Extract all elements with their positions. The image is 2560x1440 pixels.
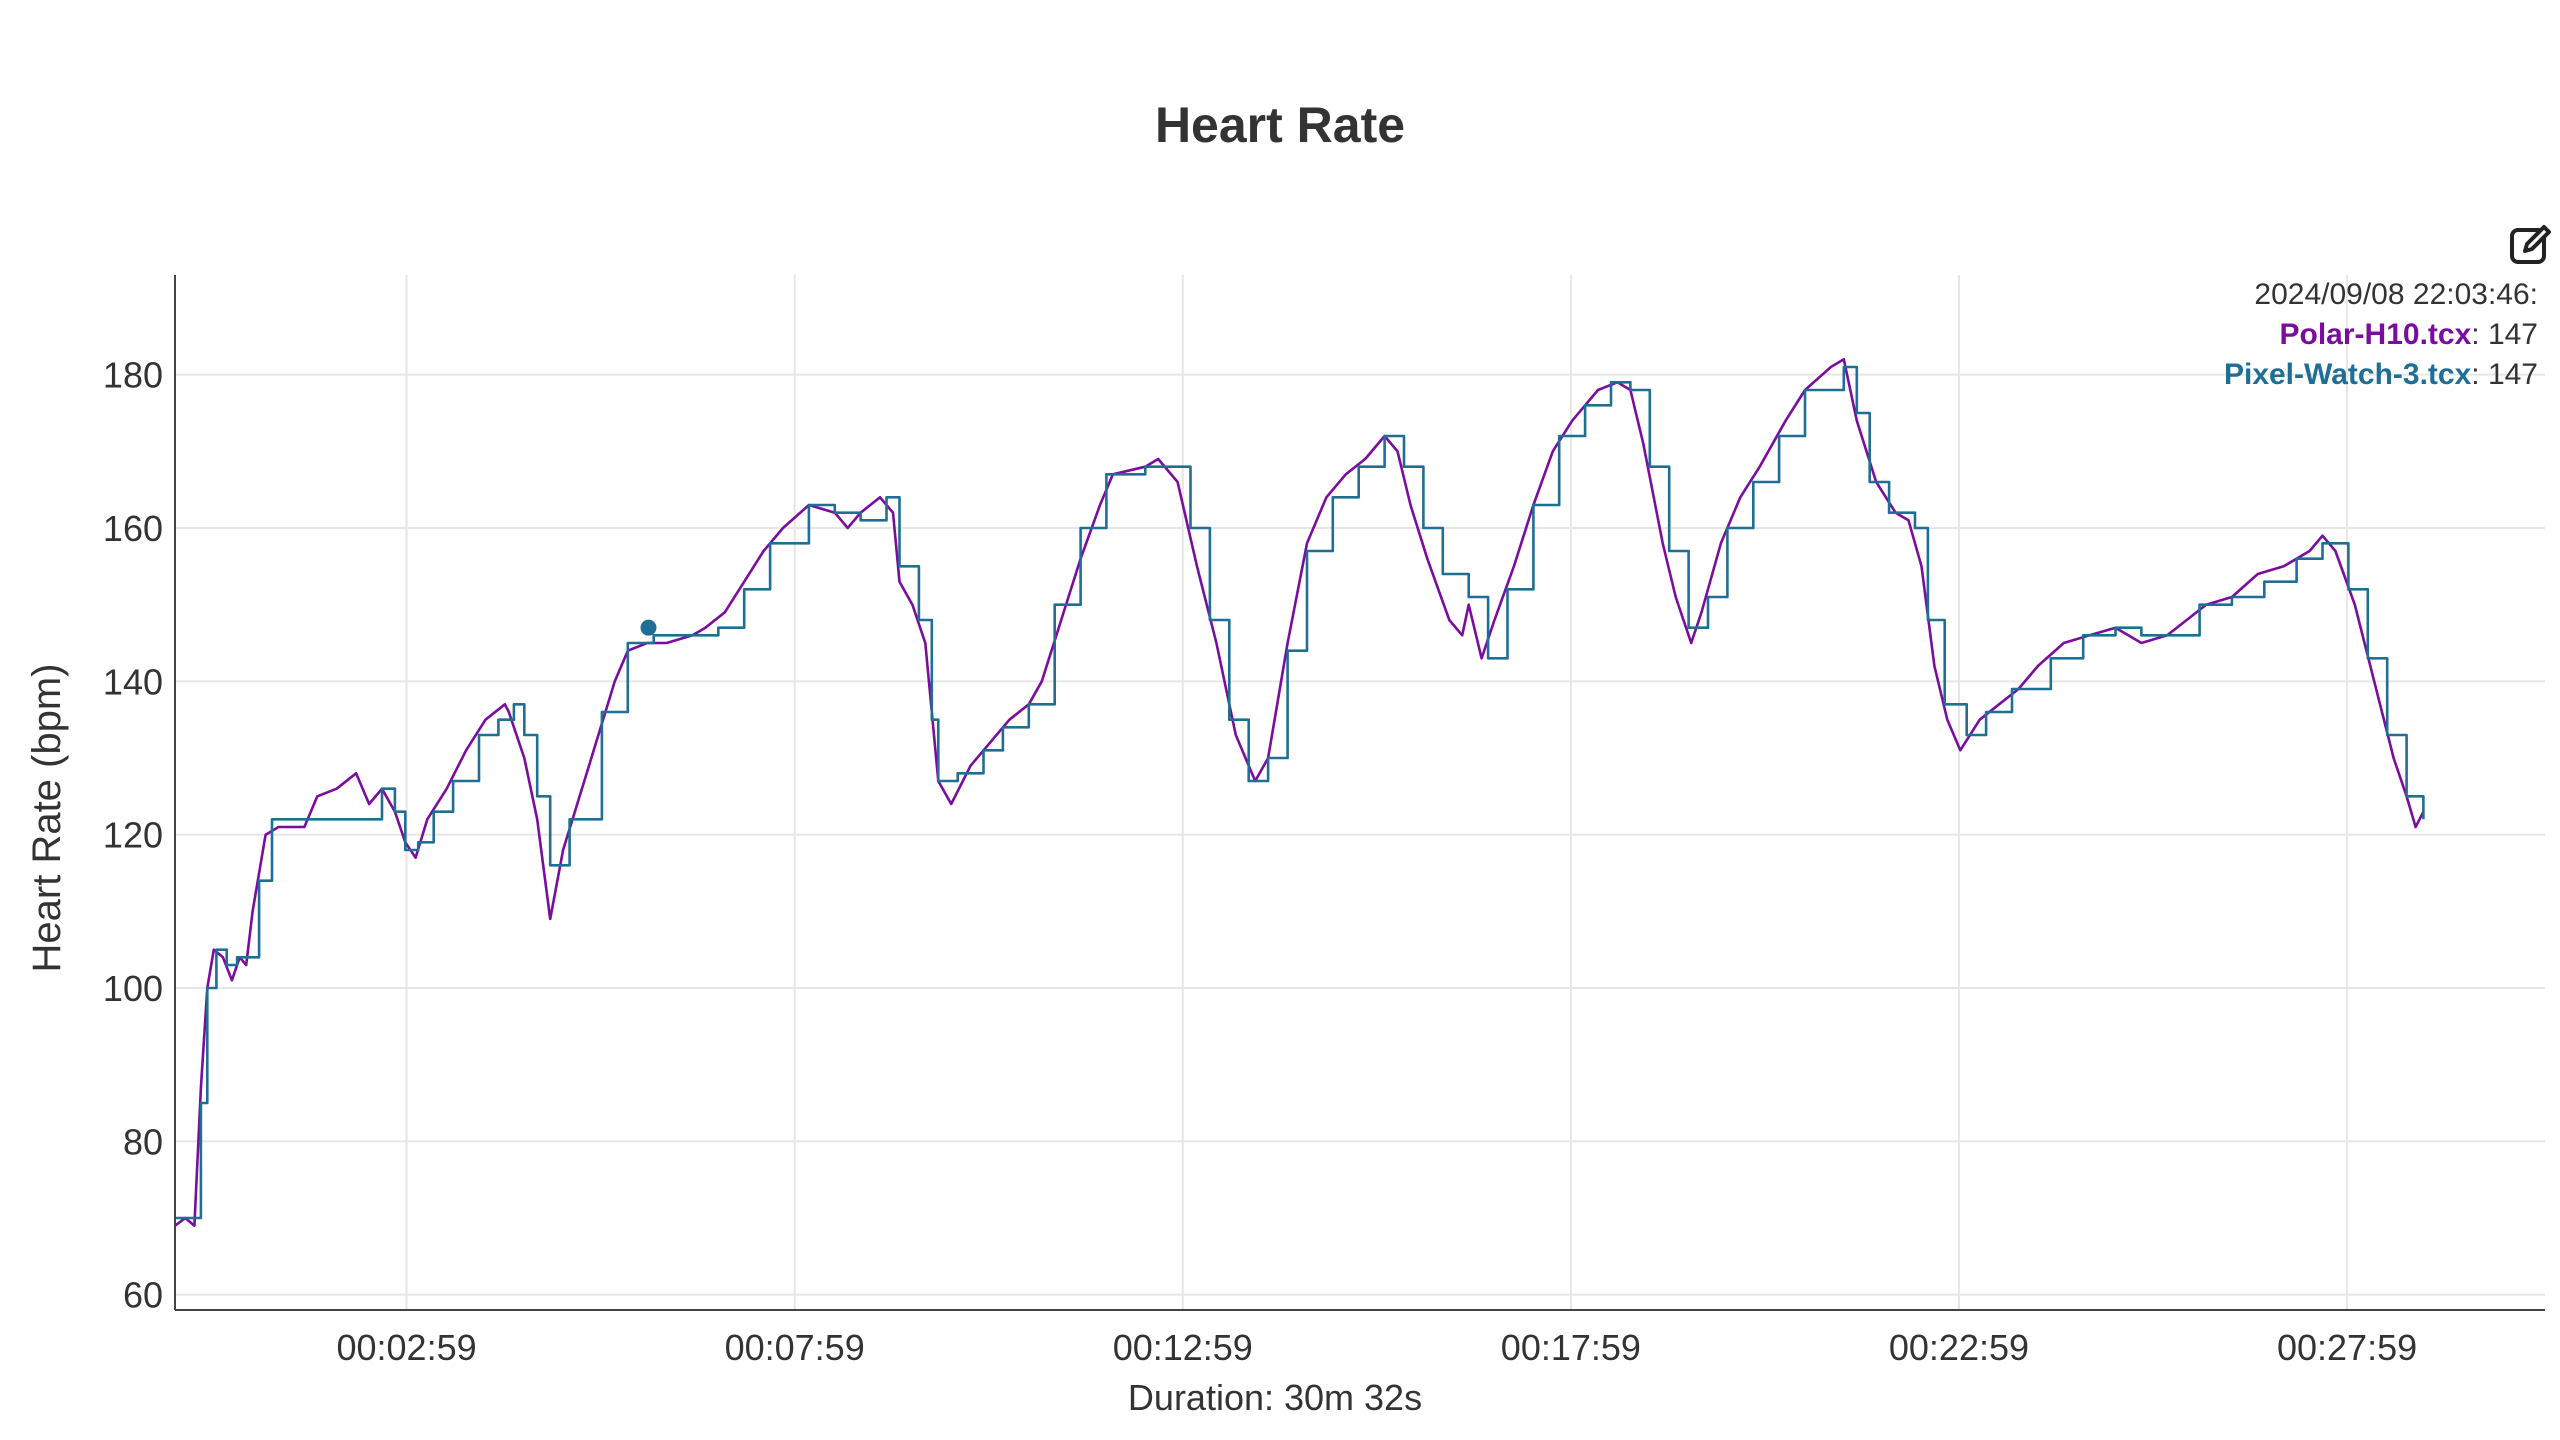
x-tick-label: 00:27:59 xyxy=(2277,1327,2417,1368)
tooltip-series-name: Pixel-Watch-3.tcx xyxy=(2223,358,2472,391)
x-tick-label: 00:17:59 xyxy=(1501,1327,1641,1368)
axis-layer: 60 80 100 120 140 160 180 00:02:59 00:07:59 00:12… xyxy=(103,275,2545,1368)
x-tick-label: 00:07:59 xyxy=(725,1327,865,1368)
tooltip-timestamp: 2024/09/08 22:03:46: xyxy=(2254,278,2538,311)
grid-layer xyxy=(175,275,2545,1310)
x-tick-label: 00:12:59 xyxy=(1113,1327,1253,1368)
y-tick-label: 180 xyxy=(103,355,163,396)
tooltip-series-value: 147 xyxy=(2487,358,2538,391)
y-tick-label: 80 xyxy=(123,1121,163,1162)
hover-tooltip: 2024/09/08 22:03:46: Polar-H10.tcx: 147 … xyxy=(2224,275,2538,395)
y-tick-label: 160 xyxy=(103,508,163,549)
tooltip-entry-pixel: Pixel-Watch-3.tcx: 147 xyxy=(2224,355,2538,395)
x-axis-label: Duration: 30m 32s xyxy=(1128,1377,1422,1418)
y-tick-label: 120 xyxy=(103,815,163,856)
series-line-polar-h10[interactable] xyxy=(174,358,2425,1227)
y-tick-label: 60 xyxy=(123,1275,163,1316)
hover-marker xyxy=(640,619,657,636)
x-tick-label: 00:02:59 xyxy=(336,1327,476,1368)
x-tick-label: 00:22:59 xyxy=(1889,1327,2029,1368)
edit-icon[interactable] xyxy=(2508,222,2554,268)
tooltip-separator: : xyxy=(2471,358,2488,391)
tooltip-separator: : xyxy=(2471,318,2488,351)
y-tick-label: 140 xyxy=(103,661,163,702)
tooltip-entry-polar: Polar-H10.tcx: 147 xyxy=(2224,315,2538,355)
series-layer xyxy=(174,358,2425,1227)
series-line-pixel-watch-3[interactable] xyxy=(175,365,2425,1220)
y-tick-label: 100 xyxy=(103,968,163,1009)
y-axis-label: Heart Rate (bpm) xyxy=(25,664,69,973)
tooltip-series-name: Polar-H10.tcx xyxy=(2279,318,2472,351)
chart-title: Heart Rate xyxy=(1154,97,1406,153)
tooltip-series-value: 147 xyxy=(2487,318,2538,351)
